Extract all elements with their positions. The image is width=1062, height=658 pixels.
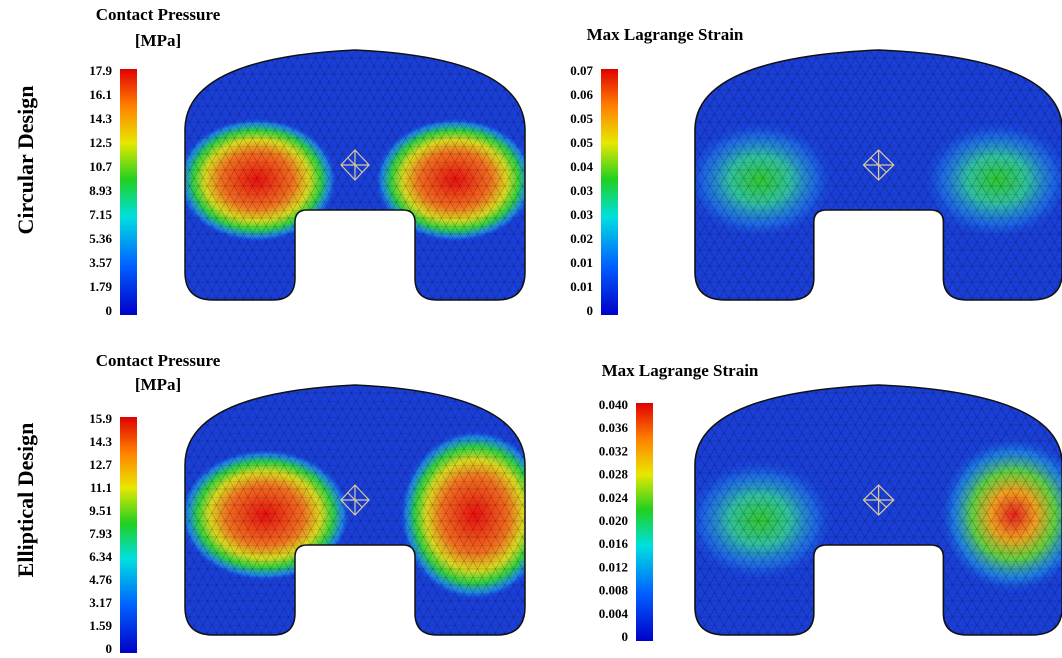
colorbar-label: 0.012 — [599, 559, 628, 574]
panel-title: Contact Pressure — [96, 351, 221, 370]
colorbar-label: 0 — [587, 303, 594, 318]
colorbar-label: 0.020 — [599, 513, 628, 528]
colorbar-label: 0.06 — [570, 87, 593, 102]
colorbar-label: 0.05 — [570, 111, 593, 126]
colorbar — [120, 417, 137, 653]
colorbar-label: 3.57 — [89, 255, 112, 270]
colorbar-label: 0.028 — [599, 467, 629, 482]
colorbar-label: 0.032 — [599, 443, 628, 458]
unit-label: [MPa] — [135, 375, 181, 394]
colorbar-label: 11.1 — [90, 480, 112, 495]
colorbar-label: 0.036 — [599, 420, 629, 435]
colorbar-label: 0.05 — [570, 135, 593, 150]
insert-plot — [180, 385, 550, 635]
insert-plot — [177, 50, 535, 300]
colorbar-label: 0.024 — [599, 490, 629, 505]
colorbar-label: 0.004 — [599, 606, 629, 621]
colorbar-label: 1.79 — [89, 279, 112, 294]
colorbar-label: 0.008 — [599, 583, 629, 598]
panel-title: Contact Pressure — [96, 5, 221, 24]
colorbar-label: 15.9 — [89, 411, 112, 426]
panel-title: Max Lagrange Strain — [587, 25, 744, 44]
row-label: Elliptical Design — [13, 423, 38, 578]
colorbar-label: 0 — [622, 629, 629, 644]
colorbar — [636, 403, 653, 641]
panel-title: Max Lagrange Strain — [602, 361, 759, 380]
insert-plot — [684, 385, 1062, 635]
colorbar-label: 0.01 — [570, 279, 593, 294]
colorbar-label: 16.1 — [89, 87, 112, 102]
row-label: Circular Design — [13, 86, 38, 235]
colorbar-label: 4.76 — [89, 572, 112, 587]
colorbar-label: 0.03 — [570, 207, 593, 222]
colorbar-label: 10.7 — [89, 159, 112, 174]
colorbar-label: 0.07 — [570, 63, 593, 78]
colorbar-label: 12.5 — [89, 135, 112, 150]
colorbar-label: 1.59 — [89, 618, 112, 633]
colorbar-label: 7.15 — [89, 207, 112, 222]
colorbar-label: 8.93 — [89, 183, 112, 198]
colorbar-label: 12.7 — [89, 457, 112, 472]
colorbar — [601, 69, 618, 315]
colorbar-label: 3.17 — [89, 595, 112, 610]
colorbar-label: 14.3 — [89, 434, 112, 449]
colorbar-label: 0.02 — [570, 231, 593, 246]
colorbar-label: 7.93 — [89, 526, 112, 541]
colorbar-label: 6.34 — [89, 549, 112, 564]
figure: Circular Design Elliptical Design Contac… — [0, 0, 1062, 658]
unit-label: [MPa] — [135, 31, 181, 50]
colorbar-label: 0.03 — [570, 183, 593, 198]
colorbar-label: 0 — [106, 641, 113, 656]
insert-plot — [684, 50, 1062, 300]
colorbar-label: 0.016 — [599, 536, 629, 551]
colorbar-label: 5.36 — [89, 231, 112, 246]
colorbar-label: 14.3 — [89, 111, 112, 126]
colorbar-label: 9.51 — [89, 503, 112, 518]
colorbar-label: 0.04 — [570, 159, 593, 174]
colorbar-label: 0.040 — [599, 397, 628, 412]
colorbar-label: 0 — [106, 303, 113, 318]
colorbar-label: 17.9 — [89, 63, 112, 78]
colorbar-label: 0.01 — [570, 255, 593, 270]
colorbar — [120, 69, 137, 315]
